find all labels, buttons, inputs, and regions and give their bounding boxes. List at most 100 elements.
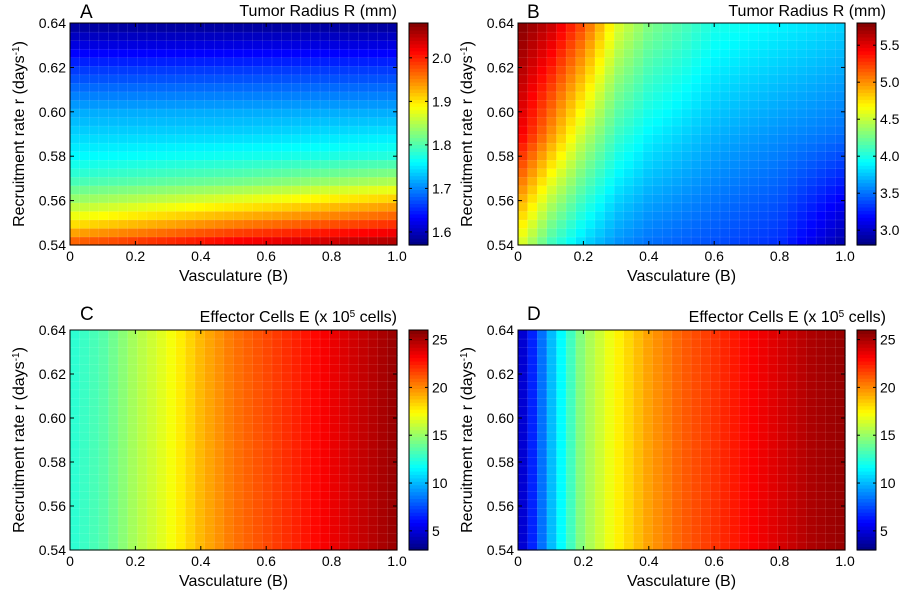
heatmap-cell [758, 338, 768, 347]
heatmap-cell [672, 108, 682, 117]
heatmap-cell [585, 355, 595, 364]
heatmap-cell [653, 423, 663, 432]
heatmap-cell [528, 372, 538, 381]
heatmap-cell [739, 194, 749, 203]
heatmap-cell [528, 40, 538, 49]
heatmap-cell [778, 338, 788, 347]
heatmap-cell [556, 491, 566, 500]
heatmap-cell [537, 160, 547, 169]
heatmap-cell [243, 423, 253, 432]
heatmap-cell [720, 185, 730, 194]
heatmap-cell [720, 499, 730, 508]
heatmap-cell [672, 389, 682, 398]
heatmap-cell [682, 381, 692, 390]
heatmap-cell [224, 100, 234, 109]
heatmap-cell [349, 398, 359, 407]
heatmap-cell [339, 432, 349, 441]
colorbar-swatch [409, 92, 428, 96]
heatmap-cell [99, 160, 109, 169]
heatmap-cell [614, 194, 624, 203]
heatmap-cell [291, 74, 301, 83]
heatmap-cell [349, 202, 359, 211]
heatmap-cell [643, 185, 653, 194]
colorbar-swatch [857, 347, 876, 351]
heatmap-cell [301, 491, 311, 500]
heatmap-cell [826, 91, 836, 100]
heatmap-cell [643, 219, 653, 228]
heatmap-cell [128, 160, 138, 169]
heatmap-cell [653, 381, 663, 390]
heatmap-cell [576, 398, 586, 407]
heatmap-cell [739, 499, 749, 508]
heatmap-cell [282, 482, 292, 491]
heatmap-cell [576, 134, 586, 143]
heatmap-cell [537, 508, 547, 517]
heatmap-cell [710, 32, 720, 41]
heatmap-cell [739, 406, 749, 415]
heatmap-cell [701, 440, 711, 449]
heatmap-cell [282, 533, 292, 542]
heatmap-cell [320, 330, 330, 339]
heatmap-cell [778, 482, 788, 491]
heatmap-cell [282, 398, 292, 407]
heatmap-cell [556, 66, 566, 75]
heatmap-cell [80, 457, 90, 466]
heatmap-cell [310, 482, 320, 491]
heatmap-cell [691, 338, 701, 347]
heatmap-cell [310, 355, 320, 364]
heatmap-cell [262, 355, 272, 364]
heatmap-cell [205, 398, 215, 407]
heatmap-cell [349, 236, 359, 245]
heatmap-cell [720, 364, 730, 373]
heatmap-cell [301, 74, 311, 83]
heatmap-cell [720, 525, 730, 534]
colorbar-swatch [857, 540, 876, 544]
heatmap-cell [614, 151, 624, 160]
heatmap-cell [282, 423, 292, 432]
heatmap-cell [643, 108, 653, 117]
heatmap-cell [387, 465, 397, 474]
heatmap-cell [730, 372, 740, 381]
heatmap-cell [672, 457, 682, 466]
heatmap-cell [291, 100, 301, 109]
heatmap-cell [605, 525, 615, 534]
heatmap-cell [234, 525, 244, 534]
x-tick-label: 0 [514, 553, 522, 569]
heatmap-cell [710, 40, 720, 49]
heatmap-cell [253, 415, 263, 424]
heatmap-cell [518, 202, 528, 211]
heatmap-cell [835, 32, 845, 41]
heatmap-cell [339, 160, 349, 169]
heatmap-cell [166, 533, 176, 542]
heatmap-cell [387, 143, 397, 152]
heatmap-cell [672, 338, 682, 347]
heatmap-cell [291, 117, 301, 126]
heatmap-cell [595, 372, 605, 381]
heatmap-cell [624, 185, 634, 194]
heatmap-cell [291, 415, 301, 424]
heatmap-cell [691, 423, 701, 432]
heatmap-cell [205, 499, 215, 508]
heatmap-cell [787, 482, 797, 491]
heatmap-cell [272, 338, 282, 347]
heatmap-cell [310, 364, 320, 373]
heatmap-cell [682, 117, 692, 126]
heatmap-cell [566, 219, 576, 228]
heatmap-cell [797, 457, 807, 466]
heatmap-cell [282, 236, 292, 245]
heatmap-cell [272, 491, 282, 500]
heatmap-cell [701, 211, 711, 220]
heatmap-cell [826, 491, 836, 500]
heatmap-cell [778, 202, 788, 211]
heatmap-cell [826, 533, 836, 542]
heatmap-cell [691, 32, 701, 41]
heatmap-cell [359, 389, 369, 398]
heatmap-cell [195, 355, 205, 364]
heatmap-cell [128, 516, 138, 525]
heatmap-cell [816, 57, 826, 66]
heatmap-cell [157, 66, 167, 75]
heatmap-cell [368, 406, 378, 415]
heatmap-cell [310, 516, 320, 525]
heatmap-cell [108, 100, 118, 109]
heatmap-cell [797, 389, 807, 398]
